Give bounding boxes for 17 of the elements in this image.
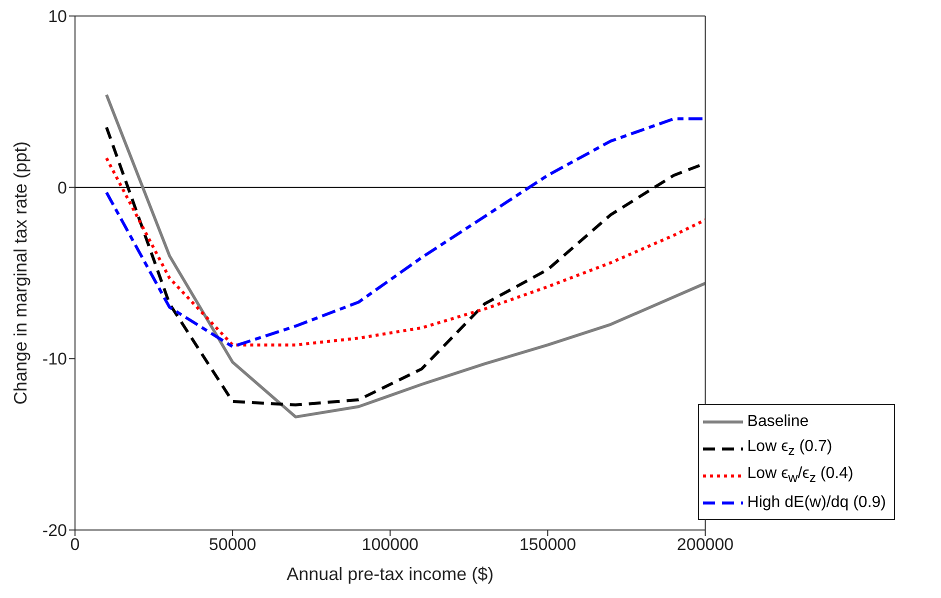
y-tick-label: 10 — [48, 7, 67, 26]
y-tick-label: -20 — [42, 521, 67, 540]
legend-label: Baseline — [747, 412, 809, 430]
line-series — [105, 117, 706, 348]
x-axis-title: Annual pre-tax income ($) — [286, 564, 494, 584]
legend-label: Low ϵ$_{z}$ (0.7) — [747, 438, 832, 459]
x-tick-label: 50000 — [208, 535, 256, 554]
x-tick-label: 100000 — [362, 535, 419, 554]
x-tick-label: 0 — [70, 535, 80, 554]
y-tick-label: 0 — [58, 178, 67, 198]
line-series — [105, 156, 706, 346]
x-tick-label: 200000 — [676, 535, 734, 554]
legend-label: High dE(w)/dq (0.9) — [747, 494, 886, 512]
y-tick-label: -10 — [42, 350, 67, 369]
x-tick-label: 150000 — [519, 535, 576, 554]
y-axis-title: Change in marginal tax rate (ppt) — [10, 141, 30, 405]
legend-label: Low ϵ$_{w}$/ϵ$_{z}$ (0.4) — [747, 465, 854, 486]
